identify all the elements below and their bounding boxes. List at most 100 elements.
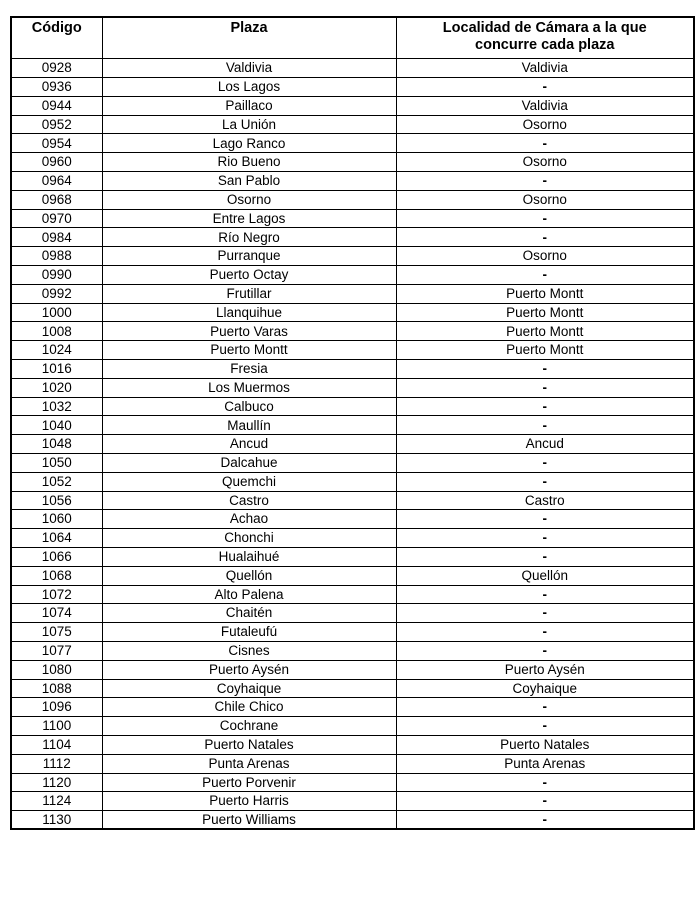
localidad-cell: Castro (395, 490, 695, 511)
codigo-cell: 0952 (10, 114, 103, 135)
plaza-cell: Chonchi (101, 528, 397, 548)
table-row: 1100 Cochrane - (10, 716, 695, 736)
column-header-plaza: Plaza (101, 16, 397, 60)
codigo-cell: 0954 (10, 133, 103, 154)
codigo-cell: 1052 (10, 471, 103, 492)
codigo-cell: 1120 (10, 772, 103, 793)
codigo-cell: 0988 (10, 246, 103, 266)
plaza-cell: Puerto Varas (101, 321, 397, 342)
table-row: 0970 Entre Lagos - (10, 208, 695, 229)
localidad-cell: - (395, 716, 695, 736)
plaza-cell: Cochrane (101, 716, 397, 736)
localidad-cell: Osorno (395, 152, 695, 172)
table-body: 0928 Valdivia Valdivia 0936 Los Lagos -0944 Pa… (10, 58, 695, 830)
localidad-cell: - (395, 208, 695, 229)
table-row: 1120 Puerto Porvenir - (10, 772, 695, 793)
column-header-codigo: Código (10, 16, 103, 60)
codigo-cell: 0936 (10, 77, 103, 97)
column-header-localidad-label: Localidad de Cámara a la que concurre ca… (442, 20, 647, 54)
table-row: 1068 Quellón Quellón (10, 565, 695, 586)
localidad-cell: Punta Arenas (395, 753, 695, 774)
table-row: 1032 Calbuco - (10, 396, 695, 417)
plaza-cell: Valdivia (101, 58, 397, 79)
plaza-cell: Quemchi (101, 471, 397, 492)
plaza-cell: Puerto Octay (101, 264, 397, 285)
table-row: 1074 Chaitén - (10, 603, 695, 624)
table-row: 1072 Alto Palena - (10, 584, 695, 605)
localidad-cell: - (395, 452, 695, 473)
plaza-cell: Purranque (101, 246, 397, 266)
table-row: 1064 Chonchi - (10, 528, 695, 548)
table-row: 1112 Punta Arenas Punta Arenas (10, 753, 695, 774)
localidad-cell: Quellón (395, 565, 695, 586)
codigo-cell: 1112 (10, 753, 103, 774)
plaza-cell: Calbuco (101, 396, 397, 417)
localidad-cell: - (395, 509, 695, 530)
localidad-cell: - (395, 227, 695, 248)
codigo-cell: 1008 (10, 321, 103, 342)
table-row: 1088 Coyhaique Coyhaique (10, 678, 695, 699)
table-row: 1080 Puerto Aysén Puerto Aysén (10, 659, 695, 680)
plaza-cell: Entre Lagos (101, 208, 397, 229)
table-row: 0990 Puerto Octay - (10, 264, 695, 285)
plaza-cell: Coyhaique (101, 678, 397, 699)
plaza-cell: Osorno (101, 189, 397, 210)
table-row: 1096 Chile Chico - (10, 697, 695, 718)
codigo-cell: 0964 (10, 171, 103, 191)
codigo-cell: 1024 (10, 340, 103, 360)
plaza-cell: Río Negro (101, 227, 397, 248)
codigo-cell: 1020 (10, 377, 103, 398)
table-row: 0960 Rio Bueno Osorno (10, 152, 695, 172)
table-row: 1052 Quemchi - (10, 471, 695, 492)
table-row: 0968 Osorno Osorno (10, 189, 695, 210)
codigo-cell: 0992 (10, 283, 103, 304)
table-row: 0936 Los Lagos - (10, 77, 695, 97)
codigo-cell: 1124 (10, 791, 103, 812)
localidad-cell: Puerto Montt (395, 302, 695, 323)
localidad-cell: - (395, 377, 695, 398)
localidad-cell: Puerto Natales (395, 734, 695, 755)
localidad-cell: - (395, 77, 695, 97)
localidad-cell: - (395, 640, 695, 661)
plaza-cell: Llanquihue (101, 302, 397, 323)
table-row: 1048 Ancud Ancud (10, 434, 695, 454)
column-header-localidad: Localidad de Cámara a la que concurre ca… (395, 16, 695, 60)
codigo-cell: 1056 (10, 490, 103, 511)
table-row: 1075 Futaleufú - (10, 622, 695, 642)
table-row: 1056 Castro Castro (10, 490, 695, 511)
plaza-cell: Maullín (101, 415, 397, 436)
table-row: 1124 Puerto Harris - (10, 791, 695, 812)
localidad-cell: - (395, 697, 695, 718)
codigo-cell: 1016 (10, 358, 103, 379)
codigo-cell: 0960 (10, 152, 103, 172)
table-row: 0984 Río Negro - (10, 227, 695, 248)
codigo-cell: 1130 (10, 810, 103, 830)
codigo-cell: 0944 (10, 95, 103, 116)
localidad-cell: Puerto Aysén (395, 659, 695, 680)
codigo-cell: 0970 (10, 208, 103, 229)
table-row: 1024 Puerto Montt Puerto Montt (10, 340, 695, 360)
table-row: 1020 Los Muermos - (10, 377, 695, 398)
localidad-cell: - (395, 772, 695, 793)
codigo-cell: 1100 (10, 716, 103, 736)
codigo-cell: 0990 (10, 264, 103, 285)
plaza-cell: San Pablo (101, 171, 397, 191)
localidad-cell: Osorno (395, 246, 695, 266)
plaza-cell: Cisnes (101, 640, 397, 661)
codigo-cell: 1080 (10, 659, 103, 680)
localidad-cell: - (395, 264, 695, 285)
localidad-cell: - (395, 546, 695, 567)
codigo-cell: 1068 (10, 565, 103, 586)
localidad-cell: - (395, 622, 695, 642)
codigo-cell: 0968 (10, 189, 103, 210)
localidad-cell: Puerto Montt (395, 340, 695, 360)
codigo-cell: 1088 (10, 678, 103, 699)
localidad-cell: Puerto Montt (395, 321, 695, 342)
table-row: 1104 Puerto Natales Puerto Natales (10, 734, 695, 755)
plaza-cell: Puerto Williams (101, 810, 397, 830)
codigo-cell: 1032 (10, 396, 103, 417)
codigo-cell: 0984 (10, 227, 103, 248)
codigo-cell: 1048 (10, 434, 103, 454)
table-row: 1000 Llanquihue Puerto Montt (10, 302, 695, 323)
